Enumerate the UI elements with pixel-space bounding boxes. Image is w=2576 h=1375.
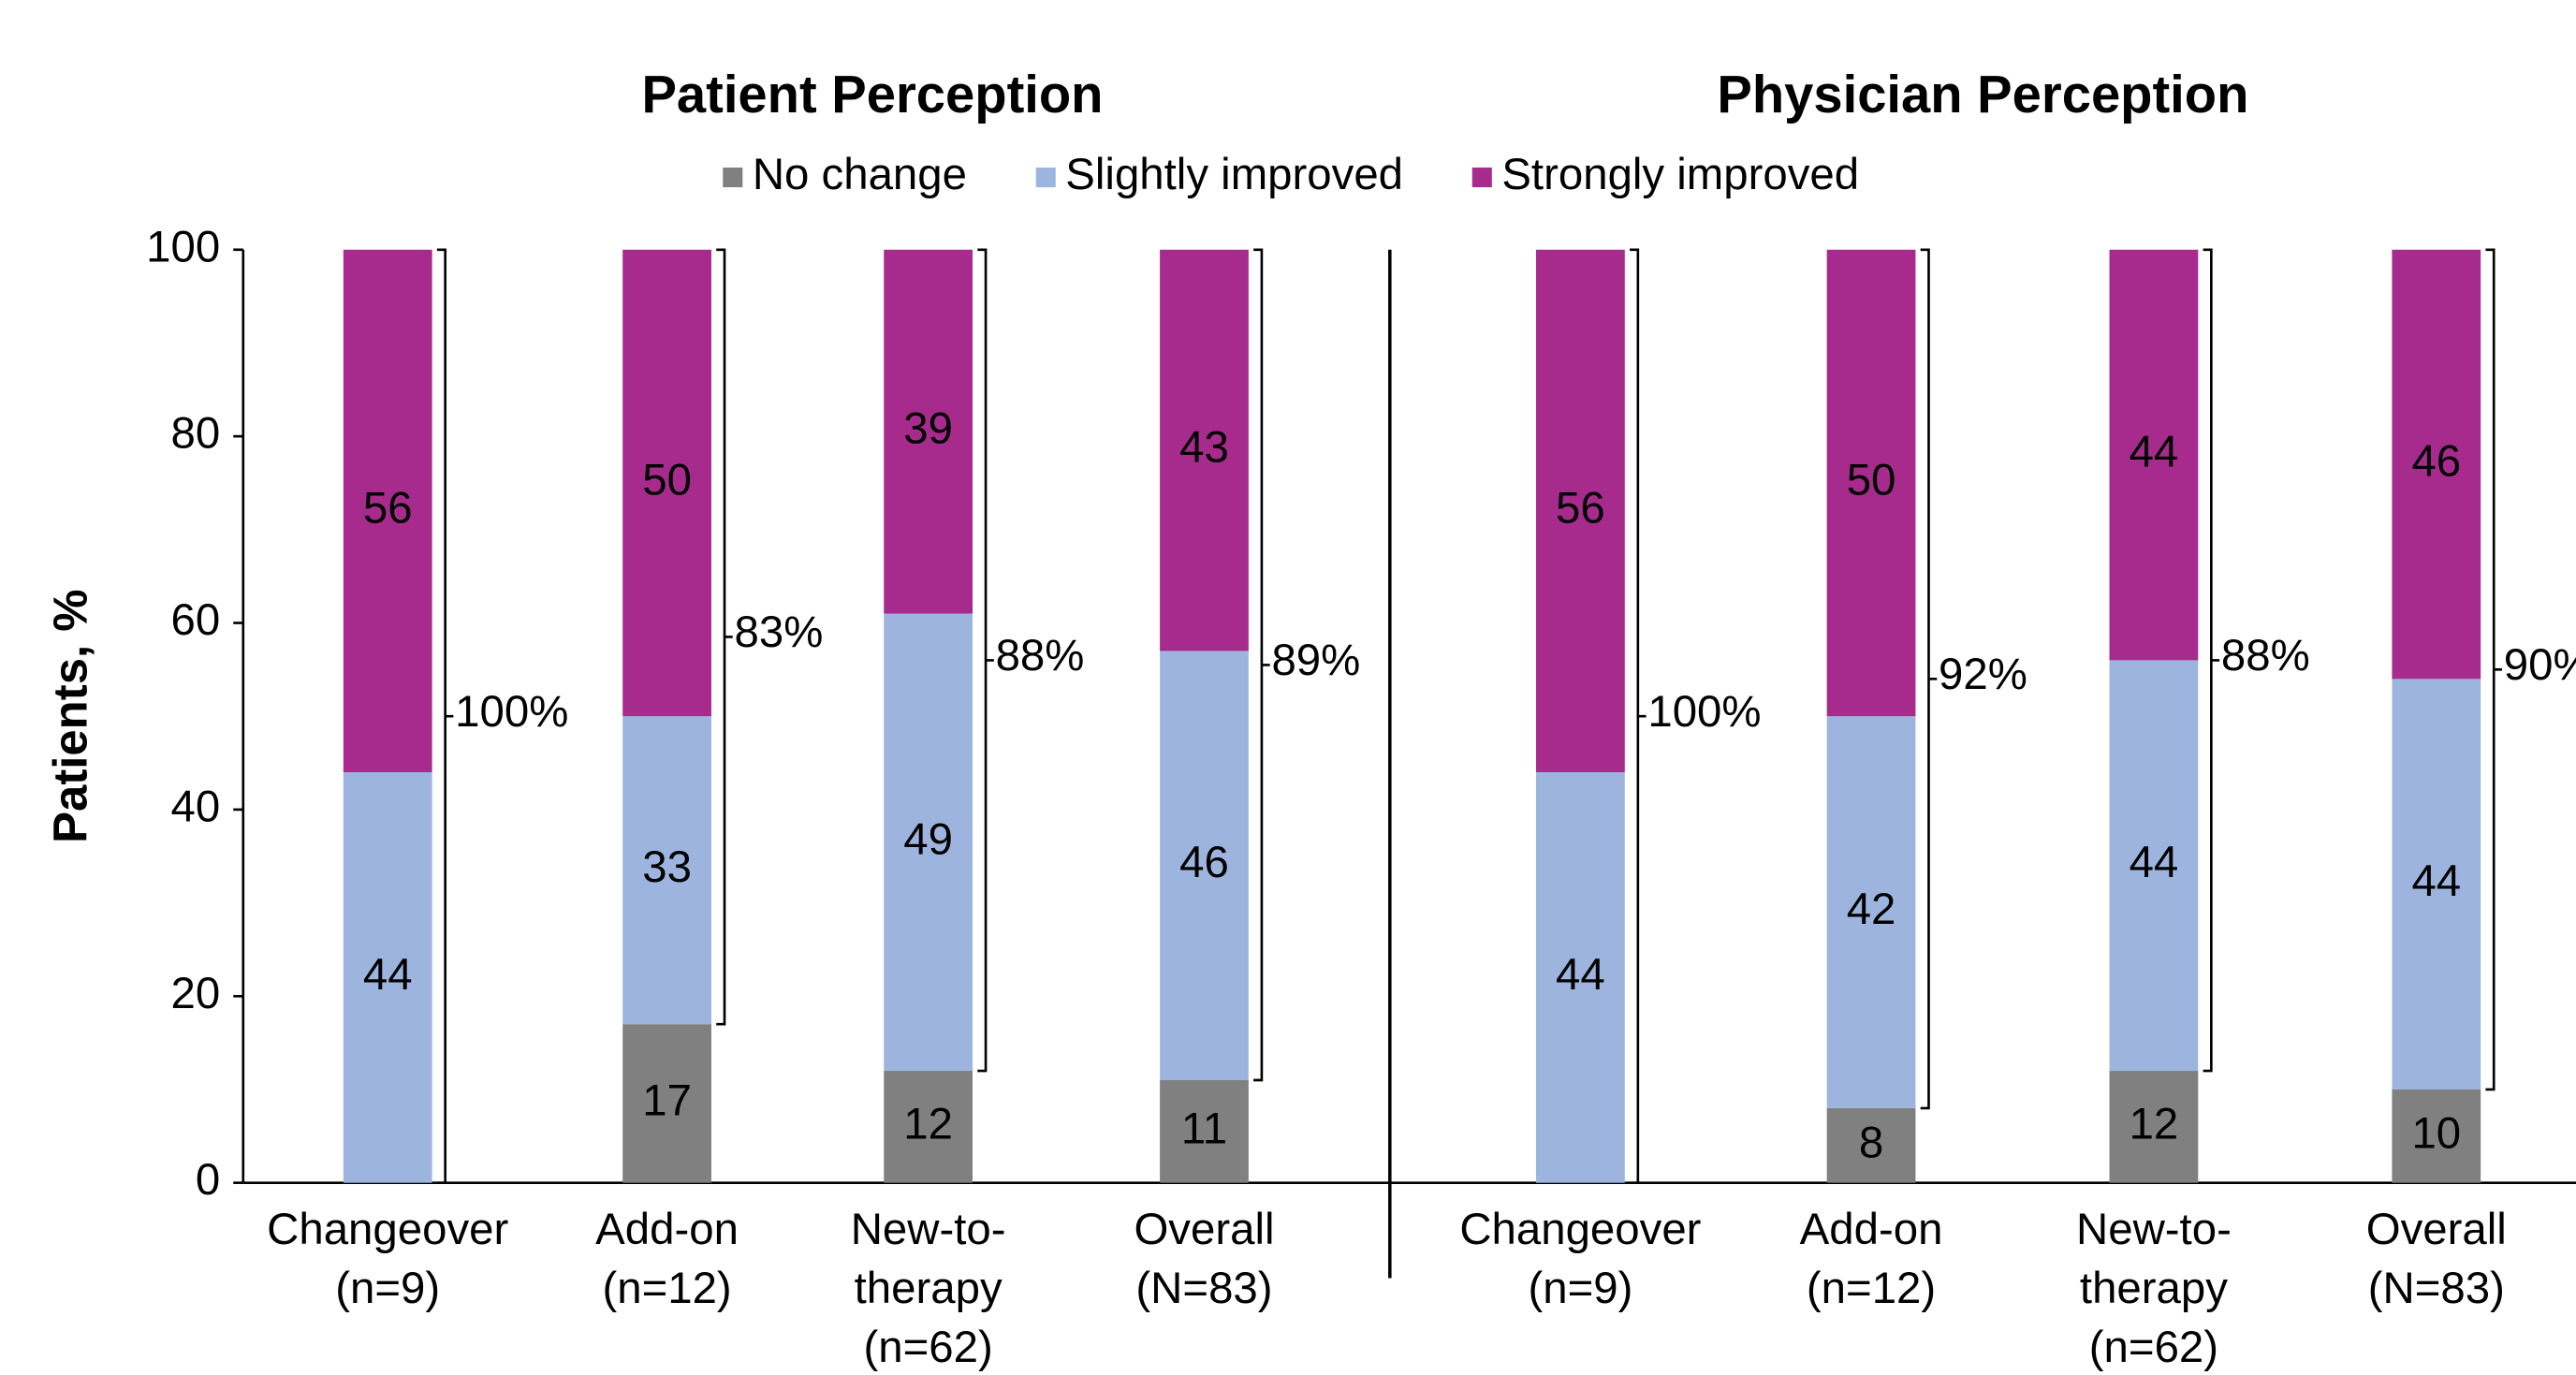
bracket — [977, 248, 994, 1073]
bar-segment — [1160, 1079, 1249, 1183]
bar-value-label: 56 — [1556, 483, 1605, 533]
bracket — [716, 248, 733, 1026]
bar-segment — [622, 1024, 711, 1183]
bar-value-label: 42 — [1847, 885, 1896, 934]
bar-value-label: 8 — [1859, 1118, 1883, 1167]
bar-segment — [2392, 679, 2481, 1090]
x-tick-label: (n=9) — [1528, 1264, 1632, 1313]
x-tick-label: Changeover — [267, 1205, 508, 1254]
bar-value-label: 56 — [363, 483, 413, 533]
bar-value-label: 10 — [2411, 1108, 2461, 1158]
bracket-label: 100% — [455, 687, 568, 737]
bracket — [1253, 248, 1270, 1082]
bar-value-label: 49 — [903, 814, 953, 864]
x-tick-label: (n=12) — [602, 1264, 731, 1313]
legend-label: Slightly improved — [1065, 150, 1403, 199]
bar-segment — [2392, 249, 2481, 680]
x-tick-label: New-to- — [2076, 1205, 2232, 1254]
bracket — [1630, 248, 1647, 1184]
x-tick-label: New-to- — [851, 1205, 1006, 1254]
y-tick-label: 100 — [146, 222, 220, 271]
bracket — [2485, 248, 2503, 1091]
x-tick-label: therapy — [855, 1264, 1003, 1313]
legend-swatch — [1035, 168, 1056, 188]
bracket-label: 89% — [1271, 636, 1360, 685]
bar-value-label: 44 — [2130, 838, 2179, 887]
x-tick-label: (N=83) — [2368, 1264, 2505, 1313]
bar-segment — [1536, 772, 1625, 1183]
bracket-label: 90% — [2504, 640, 2576, 690]
bar-segment — [2109, 249, 2199, 661]
x-tick-label: (n=9) — [335, 1264, 440, 1313]
legend-label: Strongly improved — [1501, 150, 1859, 199]
x-tick-label: (N=83) — [1135, 1264, 1272, 1313]
x-tick-label: Overall — [1134, 1205, 1274, 1254]
bar-value-label: 50 — [1847, 456, 1896, 505]
bar-segment — [1826, 1107, 1916, 1183]
bar-segment — [2392, 1089, 2481, 1183]
x-tick-label: Add-on — [1800, 1205, 1943, 1254]
bar-segment — [884, 613, 973, 1072]
y-tick-label: 60 — [170, 595, 220, 645]
bar-segment — [1536, 249, 1625, 773]
x-tick-label: Overall — [2366, 1205, 2507, 1254]
bar-segment — [622, 249, 711, 717]
bar-value-label: 11 — [1181, 1104, 1227, 1153]
bar-value-label: 43 — [1179, 423, 1229, 473]
x-tick-label: therapy — [2080, 1264, 2228, 1313]
bar-value-label: 17 — [642, 1075, 692, 1125]
bracket-label: 100% — [1647, 687, 1761, 737]
bar-value-label: 50 — [642, 456, 692, 505]
bar-value-label: 39 — [903, 404, 953, 454]
y-tick-label: 80 — [170, 409, 220, 459]
bar-segment — [622, 716, 711, 1025]
bar-value-label: 46 — [1179, 838, 1229, 887]
x-tick-label: (n=62) — [2089, 1323, 2218, 1372]
y-tick-label: 0 — [196, 1155, 220, 1205]
y-tick-label: 20 — [170, 969, 220, 1018]
bar-value-label: 44 — [363, 950, 413, 1000]
bar-segment — [884, 1071, 973, 1183]
bar-segment — [1160, 249, 1249, 651]
bracket-label: 83% — [735, 607, 824, 657]
bar-segment — [1826, 249, 1916, 717]
y-axis-label: Patients, % — [43, 590, 96, 843]
bar-value-label: 44 — [1556, 950, 1605, 1000]
bar-segment — [343, 772, 432, 1183]
bracket — [1920, 248, 1938, 1110]
y-tick-label: 40 — [170, 782, 220, 831]
bar-value-label: 46 — [2411, 437, 2461, 487]
x-tick-label: (n=62) — [864, 1323, 993, 1372]
bracket-label: 92% — [1939, 650, 2027, 699]
legend-label: No change — [753, 150, 967, 199]
bracket-label: 88% — [2221, 631, 2310, 680]
bar-value-label: 33 — [642, 842, 692, 892]
bar-value-label: 12 — [903, 1099, 953, 1148]
bar-segment — [2109, 660, 2199, 1072]
x-tick-label: Changeover — [1459, 1205, 1701, 1254]
x-tick-label: Add-on — [595, 1205, 739, 1254]
bar-segment — [1160, 651, 1249, 1080]
bar-segment — [343, 249, 432, 773]
x-tick-label: (n=12) — [1807, 1264, 1936, 1313]
bar-value-label: 44 — [2130, 428, 2179, 477]
legend-swatch — [723, 168, 743, 188]
panel-title: Patient Perception — [641, 65, 1103, 124]
bar-segment — [1826, 716, 1916, 1108]
bar-segment — [2109, 1071, 2199, 1183]
legend-swatch — [1471, 168, 1492, 188]
bracket — [2203, 248, 2220, 1073]
bar-segment — [884, 249, 973, 614]
bar-value-label: 44 — [2411, 856, 2461, 906]
panel-title: Physician Perception — [1717, 65, 2248, 124]
bracket-label: 88% — [996, 631, 1085, 680]
bar-value-label: 12 — [2130, 1099, 2179, 1148]
bracket — [436, 248, 454, 1184]
